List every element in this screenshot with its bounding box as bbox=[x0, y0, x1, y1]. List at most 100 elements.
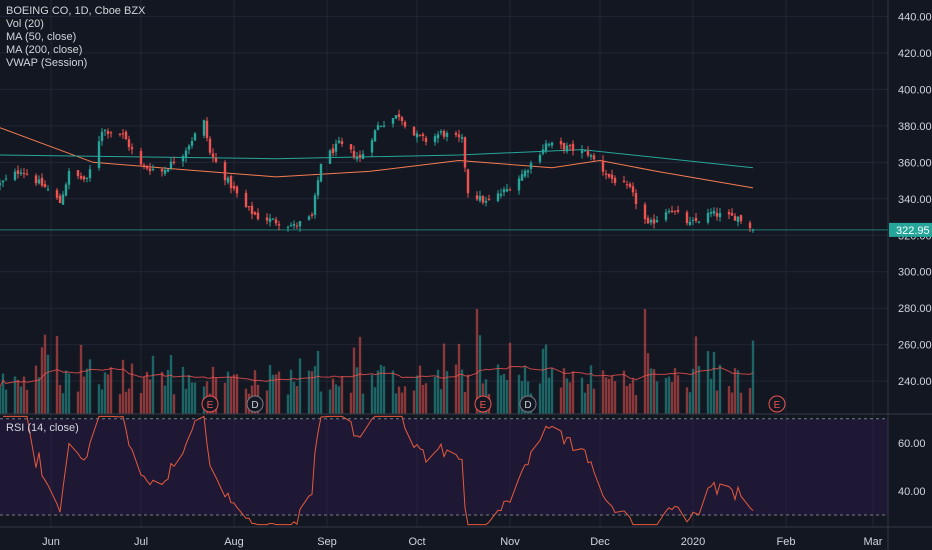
volume-bar bbox=[151, 355, 155, 414]
volume-bar bbox=[229, 376, 233, 414]
candle-body bbox=[1, 180, 5, 183]
candle-body bbox=[496, 193, 500, 201]
volume-bar bbox=[505, 380, 509, 414]
candle-body bbox=[412, 126, 416, 136]
volume-bar bbox=[163, 385, 167, 414]
event-marker-circle bbox=[768, 395, 786, 413]
y-tick-label: 240.00 bbox=[898, 376, 932, 388]
volume-bar bbox=[76, 391, 80, 414]
event-marker-1[interactable]: D bbox=[246, 395, 264, 413]
volume-bar bbox=[418, 365, 422, 414]
candle-body bbox=[82, 176, 86, 180]
volume-bar bbox=[64, 370, 68, 414]
candle-body bbox=[292, 223, 296, 226]
volume-bar bbox=[454, 364, 458, 414]
candle-body bbox=[649, 220, 653, 223]
candle-body bbox=[55, 190, 59, 198]
candle-body bbox=[139, 150, 143, 165]
volume-bar bbox=[391, 370, 395, 414]
candle-body bbox=[547, 144, 551, 146]
event-marker-2[interactable]: E bbox=[474, 395, 492, 413]
candle-body bbox=[559, 141, 563, 145]
candle-body bbox=[253, 212, 257, 215]
candle-body bbox=[127, 139, 131, 148]
volume-bar bbox=[286, 394, 290, 414]
y-tick-label: 280.00 bbox=[898, 303, 932, 315]
volume-bar bbox=[4, 389, 8, 414]
candle-body bbox=[349, 144, 353, 150]
candle-body bbox=[508, 189, 512, 191]
candle-body bbox=[634, 193, 638, 204]
volume-bar bbox=[289, 369, 293, 414]
volume-bar bbox=[673, 368, 677, 414]
candle-body bbox=[418, 134, 422, 136]
x-tick-label: Sep bbox=[317, 536, 337, 548]
candle-body bbox=[541, 149, 545, 154]
candle-body bbox=[610, 174, 614, 179]
volume-bar bbox=[184, 388, 188, 414]
candle-body bbox=[328, 150, 332, 164]
candle-body bbox=[208, 138, 212, 153]
candle-body bbox=[730, 213, 734, 216]
candle-body bbox=[121, 133, 125, 135]
volume-bar bbox=[445, 371, 449, 414]
volume-bar bbox=[691, 368, 695, 414]
candle-body bbox=[484, 200, 488, 203]
candle-body bbox=[160, 169, 164, 172]
candle-body bbox=[187, 145, 191, 150]
volume-bar bbox=[319, 391, 323, 414]
candle-body bbox=[340, 141, 344, 145]
volume-bar bbox=[739, 392, 743, 414]
volume-bar bbox=[412, 390, 416, 414]
candle-body bbox=[190, 141, 194, 146]
volume-bar bbox=[697, 365, 701, 414]
volume-bar bbox=[421, 384, 425, 414]
candle-body bbox=[67, 171, 71, 185]
volume-bar bbox=[466, 374, 470, 414]
candle-body bbox=[613, 177, 617, 183]
volume-bar bbox=[334, 384, 338, 414]
candle-body bbox=[310, 214, 314, 216]
event-marker-4[interactable]: E bbox=[768, 395, 786, 413]
candle-body bbox=[151, 168, 155, 170]
candle-body bbox=[289, 225, 293, 227]
candle-body bbox=[463, 137, 467, 168]
candle-body bbox=[184, 150, 188, 158]
candle-body bbox=[271, 218, 275, 220]
candle-body bbox=[460, 137, 464, 139]
volume-bar bbox=[400, 392, 404, 414]
volume-bar bbox=[460, 369, 464, 414]
event-marker-0[interactable]: E bbox=[201, 395, 219, 413]
event-marker-circle bbox=[474, 395, 492, 413]
event-marker-3[interactable]: D bbox=[519, 395, 537, 413]
candle-body bbox=[142, 164, 146, 166]
volume-bar bbox=[376, 370, 380, 414]
candle-body bbox=[544, 143, 548, 151]
candle-body bbox=[646, 218, 650, 224]
volume-bar bbox=[436, 369, 440, 414]
volume-bar bbox=[652, 369, 656, 414]
rsi-line bbox=[3, 415, 754, 526]
candle-body bbox=[502, 189, 506, 193]
rsi-legend: RSI (14, close) bbox=[6, 422, 79, 434]
volume-bar bbox=[706, 351, 710, 414]
volume-bar bbox=[607, 378, 611, 414]
volume-bar bbox=[736, 370, 740, 414]
candle-body bbox=[568, 145, 572, 147]
candle-body bbox=[520, 174, 524, 181]
rsi-band-fill bbox=[0, 418, 888, 515]
volume-bar bbox=[727, 386, 731, 414]
volume-bar bbox=[370, 374, 374, 414]
candle-body bbox=[166, 169, 170, 172]
candle-body bbox=[379, 125, 383, 127]
volume-bar bbox=[340, 376, 344, 414]
volume-bar bbox=[22, 376, 26, 414]
volume-ma bbox=[0, 365, 754, 388]
volume-bar bbox=[610, 375, 614, 414]
volume-bar bbox=[265, 390, 269, 414]
candle-body bbox=[286, 226, 290, 228]
candle-body bbox=[352, 151, 356, 158]
volume-bar bbox=[655, 381, 659, 414]
